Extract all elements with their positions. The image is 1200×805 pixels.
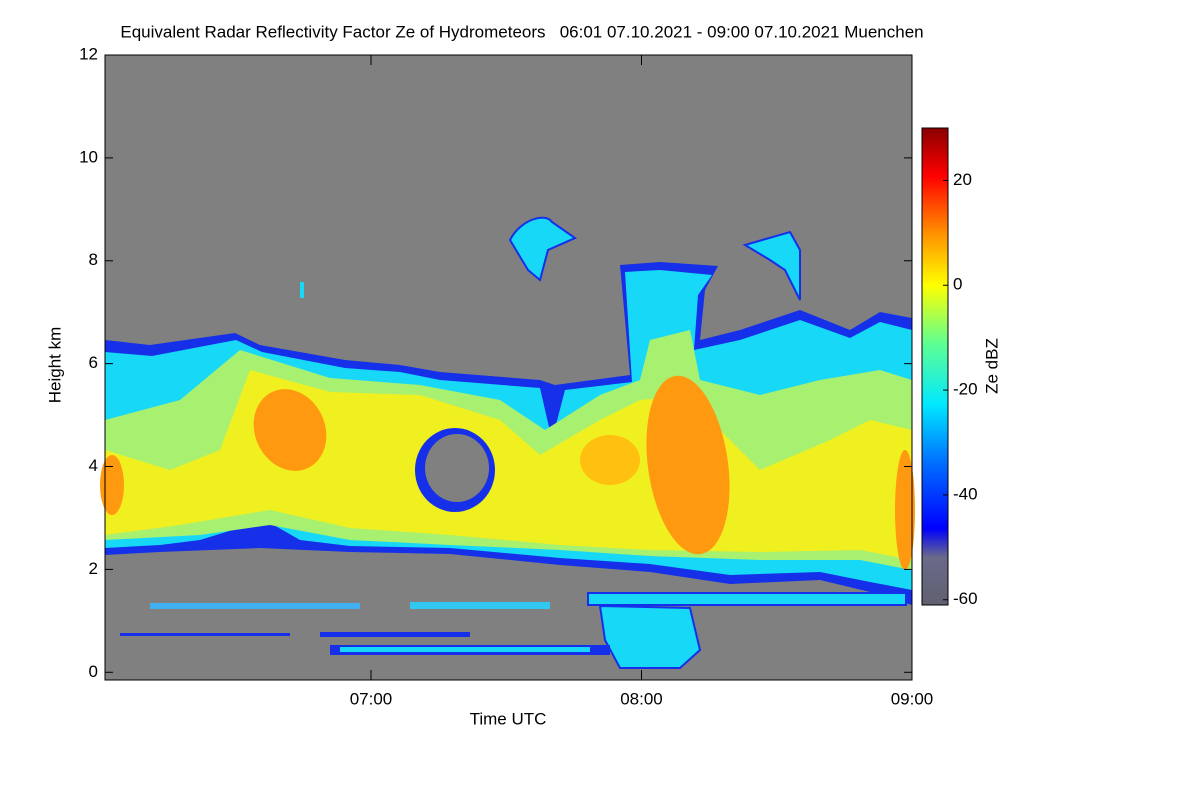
colorbar-tick-label: -40 xyxy=(953,484,978,503)
colorbar-tick-label: 0 xyxy=(953,275,962,294)
y-tick-label: 6 xyxy=(89,353,98,372)
y-axis-label: Height km xyxy=(45,327,64,404)
y-tick-label: 12 xyxy=(79,44,98,63)
colorbar-tick-label: -20 xyxy=(953,380,978,399)
x-tick-label: 07:00 xyxy=(350,689,393,708)
y-tick-label: 0 xyxy=(89,662,98,681)
colorbar xyxy=(921,127,949,606)
y-tick-label: 10 xyxy=(79,147,98,166)
x-tick-label: 08:00 xyxy=(620,689,663,708)
colorbar-tick-label: 20 xyxy=(953,170,972,189)
y-tick-label: 8 xyxy=(89,250,98,269)
x-tick-label: 09:00 xyxy=(891,689,934,708)
colorbar-tick-label: -60 xyxy=(953,589,978,608)
y-tick-label: 2 xyxy=(89,559,98,578)
y-tick-label: 4 xyxy=(89,456,98,475)
chart-title: Equivalent Radar Reflectivity Factor Ze … xyxy=(120,22,923,41)
plot-frame xyxy=(104,54,913,681)
colorbar-label: Ze dBZ xyxy=(982,338,1001,394)
x-axis-label: Time UTC xyxy=(470,709,547,728)
reflectivity-field xyxy=(100,55,915,680)
